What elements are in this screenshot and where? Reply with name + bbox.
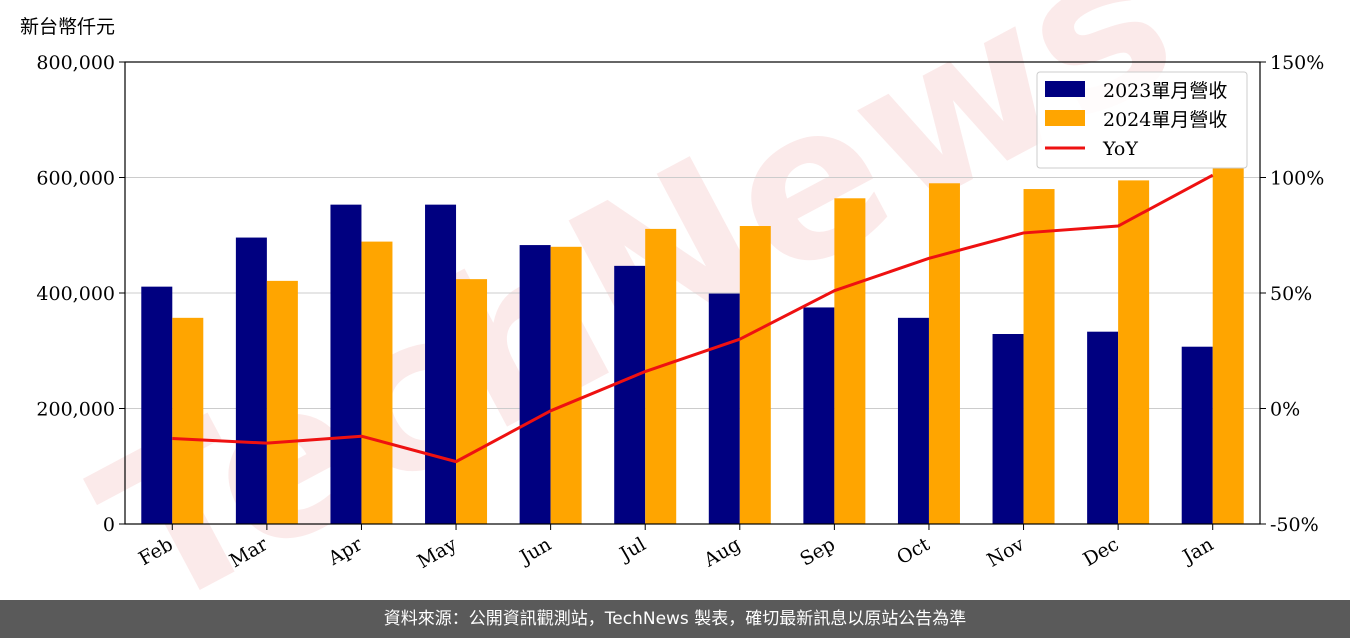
bar-2023	[992, 334, 1024, 524]
unit-label: 新台幣仟元	[20, 16, 115, 38]
y-right-tick-label: 150%	[1270, 52, 1324, 74]
bar-2024	[645, 228, 677, 524]
legend-swatch	[1045, 110, 1085, 126]
y-right-tick-label: 100%	[1270, 168, 1324, 190]
bar-2023	[425, 204, 457, 524]
y-left-tick-label: 800,000	[36, 52, 115, 74]
bar-2023	[803, 307, 835, 524]
bar-2023	[330, 204, 362, 524]
legend-box	[1036, 71, 1248, 169]
x-tick-label: Sep	[796, 533, 839, 570]
footer-source-note: 資料來源：公開資訊觀測站，TechNews 製表，確切最新訊息以原站公告為準	[0, 600, 1350, 638]
bar-2024	[456, 279, 488, 524]
bar-2023	[897, 317, 929, 524]
bar-2024	[1212, 167, 1244, 524]
chart-area: TechNews 新台幣仟元 0 200,000 400,000 600,000 800…	[20, 0, 1324, 638]
legend-label: YoY	[1102, 138, 1138, 160]
bar-2023	[1181, 346, 1213, 524]
x-tick-label: Jun	[515, 533, 556, 569]
x-tick-label: Oct	[893, 533, 934, 569]
bar-2024	[550, 246, 582, 525]
bar-2024	[739, 226, 771, 524]
legend-label: 2024單月營收	[1103, 109, 1227, 131]
y-left-tick-label: 600,000	[36, 168, 115, 190]
x-tick-label: Nov	[983, 533, 1028, 572]
y-right-tick-label: 50%	[1270, 283, 1312, 305]
bar-2024	[172, 317, 204, 524]
legend-swatch	[1045, 81, 1085, 97]
x-tick-label: Dec	[1079, 533, 1122, 571]
y-left-tick-label: 400,000	[36, 283, 115, 305]
yoy-line	[172, 173, 1214, 464]
x-tick-label: Aug	[699, 533, 744, 572]
bar-2024	[361, 241, 393, 525]
x-tick-label: Jan	[1177, 533, 1217, 569]
bar-2024	[928, 183, 960, 524]
bar-2024	[1118, 180, 1150, 524]
bar-2023	[614, 265, 646, 524]
bar-2024	[266, 280, 298, 524]
bar-2023	[141, 286, 173, 524]
y-right-tick-label: -50%	[1270, 514, 1319, 536]
bar-2023	[519, 245, 551, 524]
bar-2024	[1023, 189, 1055, 525]
y-left-tick-label: 0	[103, 514, 115, 536]
bar-2023	[708, 293, 740, 524]
x-tick-label: Jul	[615, 533, 650, 566]
bar-2023	[235, 237, 267, 524]
legend-label: 2023單月營收	[1103, 80, 1227, 102]
bar-2024	[834, 198, 866, 525]
combo-bar-line-chart: TechNews 新台幣仟元 0200,000400,000600,000800…	[20, 0, 1324, 638]
y-left-tick-label: 200,000	[36, 399, 115, 421]
y-right-tick-label: 0%	[1270, 399, 1300, 421]
bar-2023	[1087, 331, 1119, 524]
x-tick-label: May	[414, 533, 461, 573]
